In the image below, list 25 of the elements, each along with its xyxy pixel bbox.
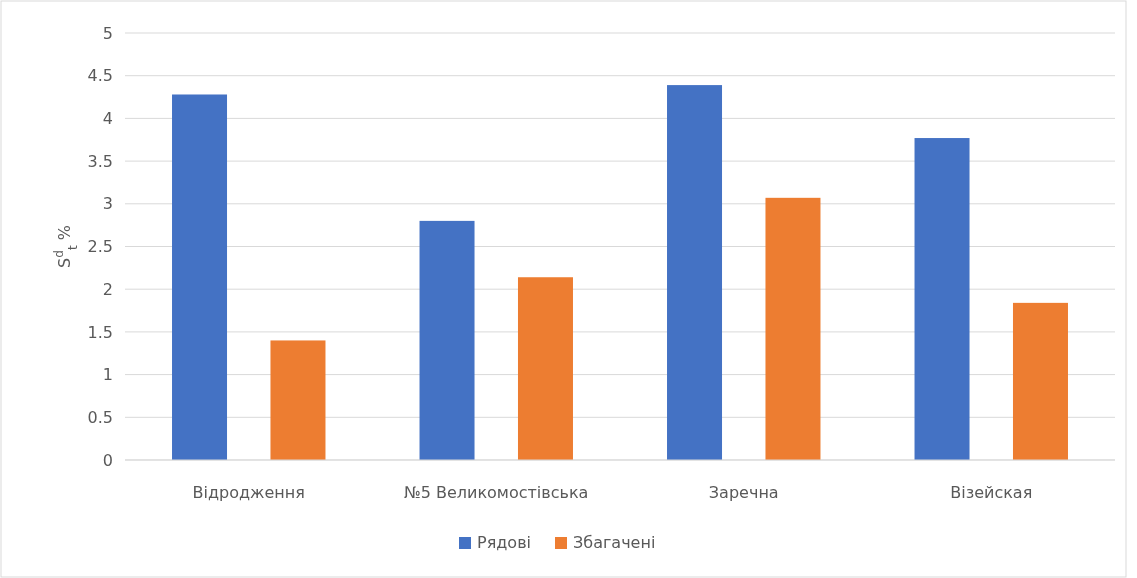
x-tick-label: Візейская: [950, 483, 1033, 502]
bar: [667, 85, 723, 460]
y-tick-label: 4: [102, 109, 113, 128]
y-tick-label: 4.5: [87, 66, 113, 86]
legend-label: Рядові: [477, 533, 531, 552]
x-tick-label: Відродження: [192, 483, 305, 502]
x-tick-label: Заречна: [708, 483, 779, 502]
bar: [765, 197, 821, 460]
y-tick-label: 1.5: [87, 322, 113, 342]
y-tick-label: 2: [102, 279, 113, 299]
y-tick-label: 2.5: [87, 237, 113, 257]
y-tick-label: 3: [102, 194, 113, 214]
bar: [517, 277, 573, 460]
bar: [172, 94, 228, 460]
y-tick-label: 5: [102, 23, 113, 43]
legend-label: Збагачені: [573, 533, 656, 552]
y-tick-label: 3.5: [87, 151, 113, 171]
y-tick-label: 0.5: [87, 407, 113, 427]
bar: [914, 138, 970, 460]
y-tick-label: 1: [102, 365, 113, 385]
y-tick-label: 0: [102, 450, 113, 470]
bar: [1012, 302, 1068, 460]
bar: [270, 340, 326, 460]
bar: [419, 220, 475, 460]
x-tick-label: №5 Великомостівська: [404, 483, 589, 502]
